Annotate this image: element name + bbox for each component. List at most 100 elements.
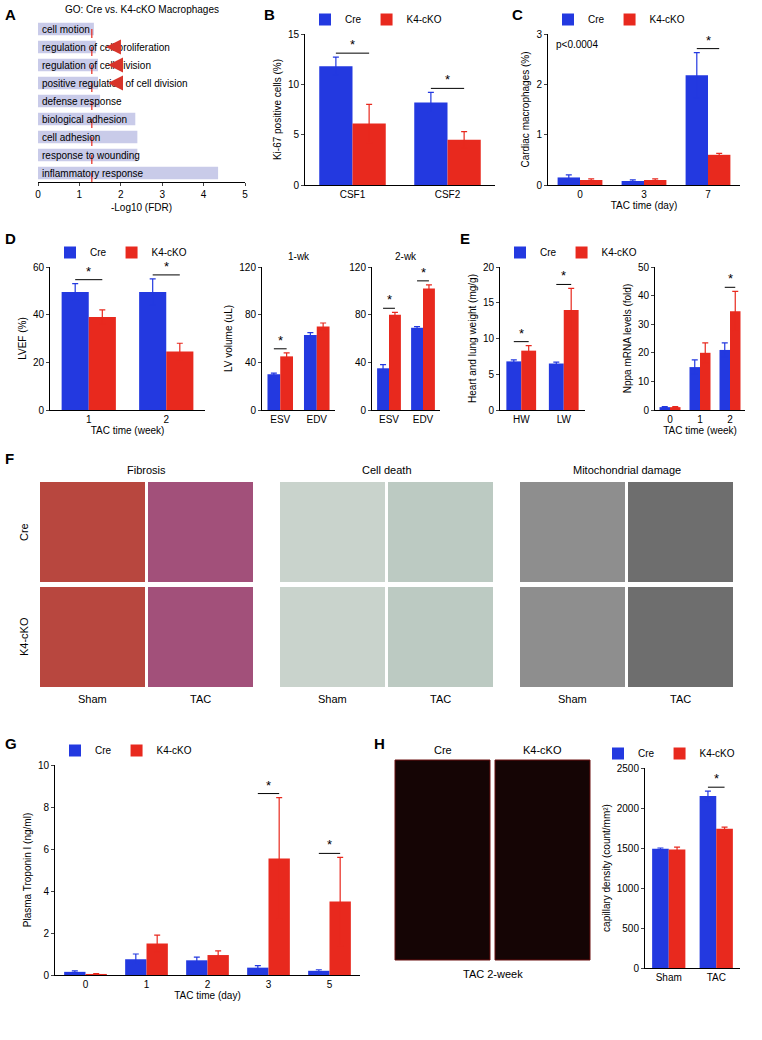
svg-text:120: 120 — [239, 262, 256, 273]
svg-text:*: * — [561, 268, 566, 283]
svg-text:*: * — [327, 837, 332, 852]
svg-text:H: H — [374, 735, 385, 752]
svg-text:Cre: Cre — [434, 744, 452, 756]
svg-text:biological adhesion: biological adhesion — [42, 114, 127, 125]
svg-text:TAC: TAC — [707, 972, 726, 983]
svg-text:B: B — [264, 6, 275, 23]
svg-text:8: 8 — [43, 802, 49, 813]
svg-text:Sham: Sham — [318, 693, 347, 705]
svg-text:50: 50 — [638, 262, 650, 273]
svg-text:Cre: Cre — [345, 14, 362, 25]
svg-text:*: * — [387, 292, 392, 307]
svg-text:10: 10 — [38, 760, 50, 771]
svg-text:15: 15 — [483, 297, 495, 308]
svg-text:defense response: defense response — [42, 96, 122, 107]
svg-text:7: 7 — [705, 189, 711, 200]
svg-text:0: 0 — [643, 405, 649, 416]
svg-text:LVEF (%): LVEF (%) — [17, 317, 28, 360]
svg-text:Cell death: Cell death — [362, 464, 412, 476]
svg-text:4: 4 — [43, 886, 49, 897]
svg-text:60: 60 — [33, 262, 45, 273]
svg-text:K4-cKO: K4-cKO — [650, 14, 685, 25]
svg-text:1: 1 — [536, 129, 542, 140]
svg-text:GO: Cre vs. K4-cKO Macrophages: GO: Cre vs. K4-cKO Macrophages — [65, 4, 219, 15]
svg-text:K4-cKO: K4-cKO — [700, 748, 735, 759]
svg-text:2: 2 — [118, 189, 124, 200]
svg-text:CSF1: CSF1 — [340, 189, 366, 200]
svg-text:1000: 1000 — [617, 883, 640, 894]
svg-text:-Log10 (FDR): -Log10 (FDR) — [111, 202, 172, 213]
svg-text:Cre: Cre — [638, 748, 655, 759]
svg-text:5: 5 — [293, 129, 299, 140]
svg-text:EDV: EDV — [306, 414, 327, 425]
svg-text:5: 5 — [242, 189, 248, 200]
svg-text:0: 0 — [488, 405, 494, 416]
svg-text:80: 80 — [355, 309, 367, 320]
svg-text:*: * — [164, 259, 169, 274]
svg-text:C: C — [512, 6, 523, 23]
svg-text:0: 0 — [360, 405, 366, 416]
svg-text:20: 20 — [638, 347, 650, 358]
svg-text:6: 6 — [43, 844, 49, 855]
svg-text:40: 40 — [355, 357, 367, 368]
svg-text:TAC time (day): TAC time (day) — [174, 990, 241, 1001]
svg-text:E: E — [460, 230, 470, 247]
svg-text:response to wounding: response to wounding — [42, 150, 140, 161]
svg-text:Heart and lung weight (mg/g): Heart and lung weight (mg/g) — [467, 274, 478, 403]
svg-text:TAC: TAC — [670, 693, 691, 705]
svg-text:0: 0 — [35, 189, 41, 200]
svg-text:10: 10 — [638, 376, 650, 387]
svg-text:1: 1 — [86, 414, 92, 425]
svg-text:CSF2: CSF2 — [435, 189, 461, 200]
svg-text:2-wk: 2-wk — [395, 251, 417, 262]
svg-text:10: 10 — [483, 333, 495, 344]
svg-text:2: 2 — [536, 79, 542, 90]
svg-text:TAC 2-week: TAC 2-week — [463, 968, 523, 980]
svg-text:Cre: Cre — [18, 523, 30, 541]
svg-text:3: 3 — [159, 189, 165, 200]
svg-text:Cre: Cre — [540, 247, 557, 258]
svg-text:Sham: Sham — [558, 693, 587, 705]
svg-text:cell motion: cell motion — [42, 24, 90, 35]
svg-text:500: 500 — [622, 923, 639, 934]
svg-text:HW: HW — [513, 414, 530, 425]
svg-text:TAC time (day): TAC time (day) — [611, 200, 678, 211]
svg-text:3: 3 — [641, 189, 647, 200]
svg-text:ESV: ESV — [270, 414, 290, 425]
svg-text:K4-cKO: K4-cKO — [18, 617, 30, 656]
svg-text:1: 1 — [77, 189, 83, 200]
svg-text:0: 0 — [536, 180, 542, 191]
svg-text:inflammatory response: inflammatory response — [42, 168, 144, 179]
svg-text:3: 3 — [536, 29, 542, 40]
svg-text:2000: 2000 — [617, 803, 640, 814]
svg-text:40: 40 — [33, 309, 45, 320]
svg-text:0: 0 — [667, 414, 673, 425]
svg-text:K4-cKO: K4-cKO — [152, 247, 187, 258]
svg-text:Mitochondrial damage: Mitochondrial damage — [573, 464, 681, 476]
svg-text:Cre: Cre — [95, 745, 112, 756]
svg-text:F: F — [5, 450, 14, 467]
svg-text:*: * — [86, 264, 91, 279]
svg-text:cell adhesion: cell adhesion — [42, 132, 100, 143]
svg-text:10: 10 — [288, 79, 300, 90]
svg-text:*: * — [445, 72, 450, 87]
svg-text:*: * — [728, 271, 733, 286]
svg-text:120: 120 — [349, 262, 366, 273]
svg-text:TAC time (week): TAC time (week) — [663, 425, 737, 436]
svg-text:5: 5 — [327, 979, 333, 990]
svg-text:TAC time (week): TAC time (week) — [91, 425, 165, 436]
svg-text:2500: 2500 — [617, 763, 640, 774]
svg-text:*: * — [519, 326, 524, 341]
svg-text:regulation of cell proliferati: regulation of cell proliferation — [42, 42, 170, 53]
svg-text:LV volume (uL): LV volume (uL) — [223, 305, 234, 372]
svg-text:20: 20 — [33, 357, 45, 368]
svg-text:D: D — [5, 230, 16, 247]
svg-text:G: G — [5, 735, 17, 752]
svg-text:*: * — [350, 37, 355, 52]
svg-text:0: 0 — [83, 979, 89, 990]
svg-text:*: * — [266, 778, 271, 793]
svg-text:p<0.0004: p<0.0004 — [556, 39, 598, 50]
svg-text:*: * — [421, 265, 426, 280]
svg-text:*: * — [714, 771, 719, 786]
svg-text:LW: LW — [557, 414, 572, 425]
